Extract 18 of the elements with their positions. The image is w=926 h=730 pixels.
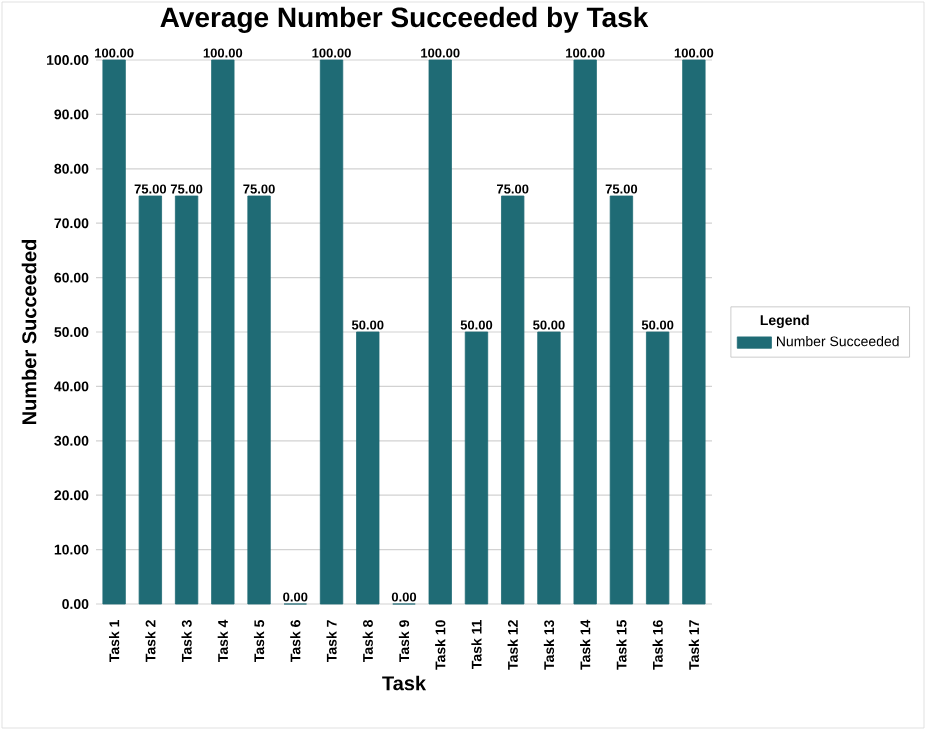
bar xyxy=(682,59,706,605)
bar xyxy=(646,331,670,605)
bar xyxy=(102,59,126,605)
bar xyxy=(464,331,489,605)
bar xyxy=(573,59,597,605)
bar xyxy=(609,195,634,605)
bar xyxy=(138,195,162,605)
bar xyxy=(247,195,271,605)
bar xyxy=(501,195,525,605)
bar xyxy=(174,195,199,605)
x-axis-title: Task xyxy=(382,675,427,691)
y-axis-title: Number Succeeded xyxy=(21,239,37,425)
bar xyxy=(428,59,452,605)
bar xyxy=(319,59,344,605)
bar xyxy=(537,331,561,605)
bar xyxy=(356,331,380,605)
bar xyxy=(211,59,235,605)
chart-title: Average Number Succeeded by Task xyxy=(160,6,649,33)
